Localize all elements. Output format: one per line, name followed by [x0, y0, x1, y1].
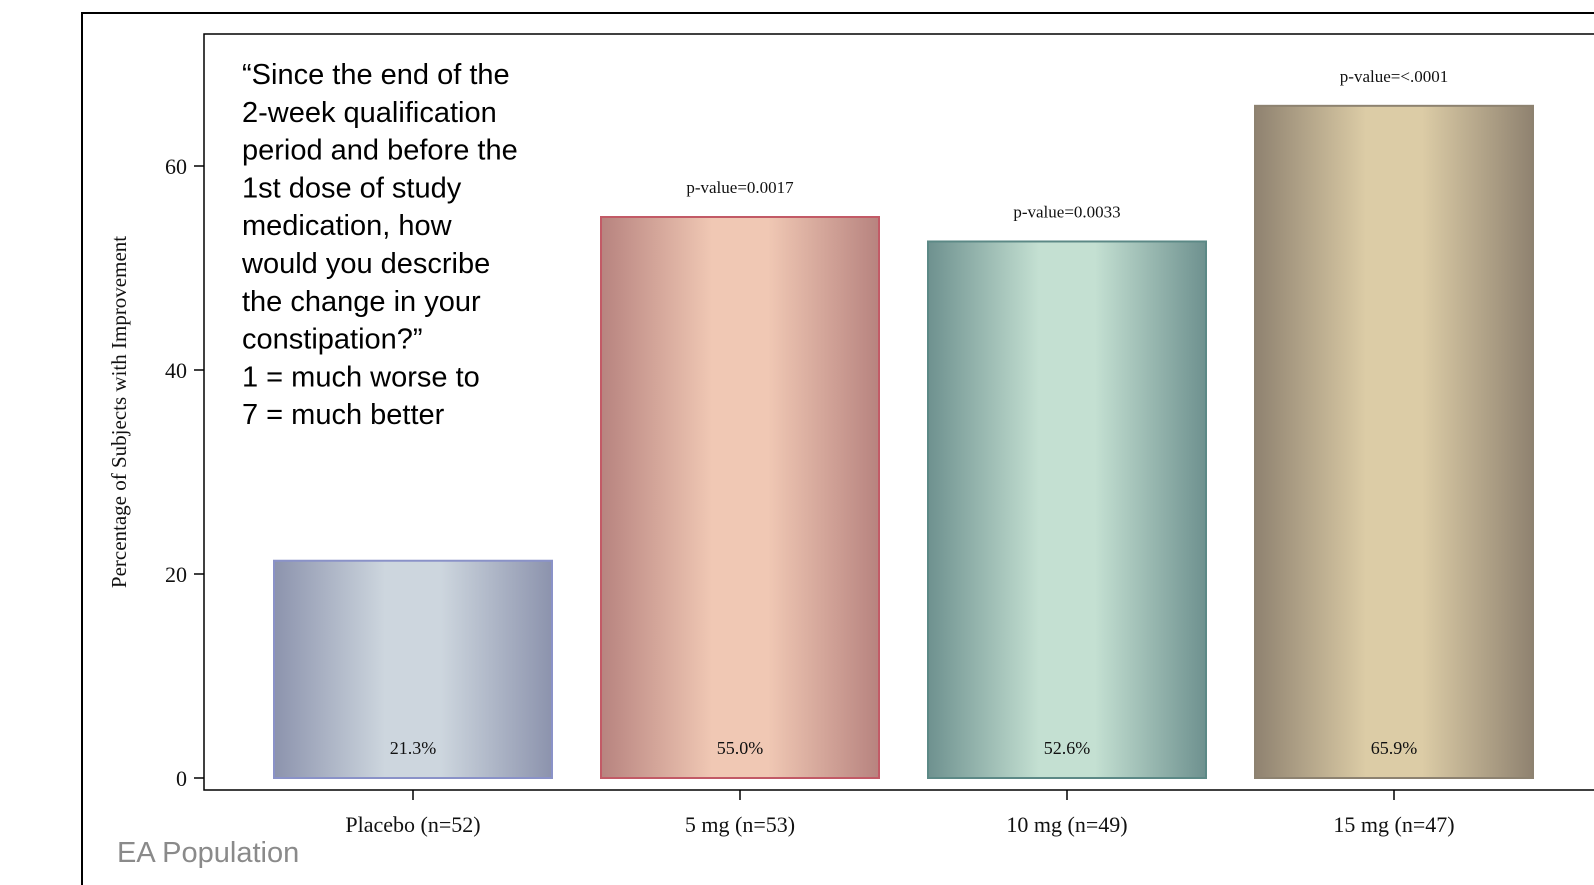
callout-line: 1st dose of study: [242, 172, 462, 204]
callout-line: the change in your: [242, 286, 481, 318]
bar: [927, 240, 1207, 780]
x-axis: Placebo (n=52) 5 mg (n=53) 10 mg (n=49) 15 …: [345, 790, 1455, 837]
callout-line: 7 = much better: [242, 399, 445, 431]
p-value-label: p-value=<.0001: [1340, 67, 1448, 86]
y-tick-label: 60: [165, 154, 187, 179]
plot-area-frame: [203, 33, 1594, 791]
callout-line: 2-week qualification: [242, 97, 497, 129]
bars: 21.3% 55.0% p-value=0.0017 52.6% p-value=0.0…: [273, 67, 1534, 780]
bar: [1254, 104, 1534, 779]
callout-line: would you describe: [241, 248, 490, 280]
callout-line: medication, how: [242, 210, 453, 242]
figure-frame: [81, 12, 1594, 885]
callout-line: “Since the end of the: [242, 59, 510, 91]
x-tick-label: 10 mg (n=49): [1006, 812, 1127, 837]
bar-value-label: 21.3%: [390, 738, 437, 758]
callout-line: constipation?”: [242, 324, 423, 356]
bar: [600, 216, 880, 779]
bar-value-label: 65.9%: [1371, 738, 1418, 758]
y-axis: 0 20 40 60: [165, 154, 204, 791]
population-footnote: EA Population: [117, 837, 299, 869]
callout-line: 1 = much worse to: [242, 361, 480, 393]
y-tick-label: 20: [165, 562, 187, 587]
bar-value-label: 52.6%: [1044, 738, 1091, 758]
bar: [273, 559, 553, 779]
bar-value-label: 55.0%: [717, 738, 764, 758]
question-callout: “Since the end of the 2-week qualificatio…: [241, 59, 518, 431]
p-value-label: p-value=0.0033: [1013, 202, 1120, 221]
x-tick-label: 15 mg (n=47): [1333, 812, 1454, 837]
y-tick-label: 0: [176, 766, 187, 791]
callout-line: period and before the: [242, 135, 518, 167]
x-tick-label: 5 mg (n=53): [685, 812, 795, 837]
x-tick-label: Placebo (n=52): [345, 812, 480, 837]
y-tick-label: 40: [165, 358, 187, 383]
y-axis-label: Percentage of Subjects with Improvement: [107, 236, 131, 588]
p-value-label: p-value=0.0017: [686, 178, 794, 197]
